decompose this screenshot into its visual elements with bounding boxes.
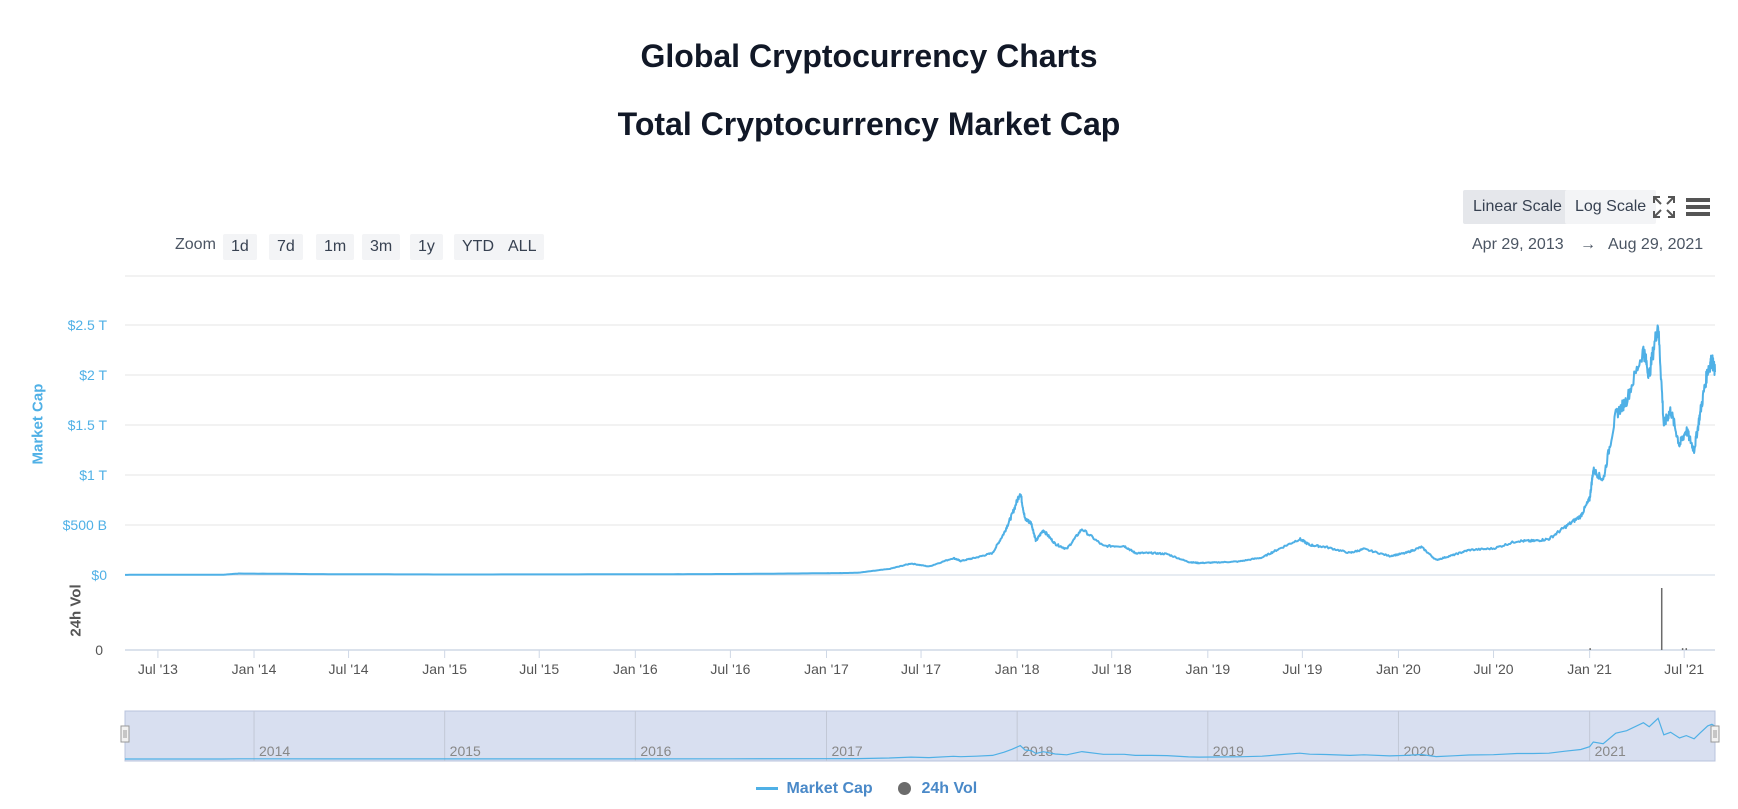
page-title: Global Cryptocurrency Charts: [640, 38, 1098, 74]
market-cap-series-line: [124, 324, 1716, 576]
chart-title: Total Cryptocurrency Market Cap: [617, 106, 1121, 142]
x-tick-label: Jan '16: [613, 661, 658, 677]
volume-bar: [1589, 648, 1591, 650]
zoom-3m-button[interactable]: 3m: [362, 234, 401, 260]
x-tick-label: Jul '21: [1664, 661, 1704, 677]
x-tick-label: Jul '15: [519, 661, 559, 677]
range-from[interactable]: Apr 29, 2013: [1472, 236, 1564, 253]
x-tick-label: Jul '17: [901, 661, 941, 677]
y-tick-label: $1 T: [79, 467, 107, 483]
legend-item-24h-vol[interactable]: 24h Vol: [898, 780, 977, 798]
zoom-ytd-button[interactable]: YTD: [454, 234, 502, 260]
range-arrow: →: [1580, 236, 1596, 253]
hamburger-menu-icon[interactable]: [1684, 192, 1712, 222]
navigator-year-label: 2019: [1213, 743, 1244, 759]
navigator-year-label: 2014: [259, 743, 290, 759]
navigator-handle[interactable]: [120, 725, 130, 743]
x-tick-label: Jan '17: [804, 661, 849, 677]
volume-bar: [1685, 648, 1688, 650]
navigator-year-label: 2018: [1022, 743, 1053, 759]
range-to[interactable]: Aug 29, 2021: [1608, 236, 1704, 253]
navigator-year-label: 2017: [832, 743, 863, 759]
legend-item-market-cap[interactable]: Market Cap: [756, 780, 873, 798]
x-tick-label: Jul '19: [1282, 661, 1322, 677]
zoom-7d-button[interactable]: 7d: [269, 234, 303, 260]
y-tick-label: $2 T: [79, 367, 107, 383]
zoom-1d-button[interactable]: 1d: [223, 234, 257, 260]
x-tick-label: Jan '14: [232, 661, 277, 677]
log-scale-button[interactable]: Log Scale: [1565, 190, 1657, 224]
y-tick-label: $500 B: [63, 517, 107, 533]
zoom-1y-button[interactable]: 1y: [410, 234, 443, 260]
fullscreen-icon[interactable]: [1650, 192, 1678, 222]
market-cap-axis-title: Market Cap: [29, 383, 47, 465]
navigator-year-label: 2021: [1595, 743, 1626, 759]
volume-bar: [1660, 588, 1663, 650]
x-tick-label: Jan '21: [1567, 661, 1612, 677]
navigator-series-line: [125, 717, 1716, 760]
x-tick-label: Jul '14: [329, 661, 369, 677]
legend-market-cap-swatch: [756, 787, 778, 791]
zoom-1m-button[interactable]: 1m: [316, 234, 355, 260]
zoom-all-button[interactable]: ALL: [500, 234, 545, 260]
volume-tick-label: 0: [95, 642, 103, 658]
x-tick-label: Jan '19: [1185, 661, 1230, 677]
x-tick-label: Jan '18: [995, 661, 1040, 677]
navigator-year-label: 2015: [450, 743, 481, 759]
y-tick-label: $1.5 T: [68, 417, 108, 433]
navigator-year-label: 2016: [640, 743, 671, 759]
volume-axis-title: 24h Vol: [67, 584, 85, 637]
x-tick-label: Jul '20: [1474, 661, 1514, 677]
x-tick-label: Jan '15: [422, 661, 467, 677]
y-tick-label: $0: [91, 567, 107, 583]
zoom-label: Zoom: [175, 236, 216, 253]
volume-bar: [1681, 648, 1684, 650]
legend-market-cap-label: Market Cap: [786, 780, 873, 797]
legend-24h-vol-swatch: [898, 782, 911, 796]
navigator-year-label: 2020: [1403, 743, 1434, 759]
x-tick-label: Jul '18: [1092, 661, 1132, 677]
y-tick-label: $2.5 T: [68, 317, 108, 333]
x-tick-label: Jan '20: [1376, 661, 1421, 677]
navigator-handle[interactable]: [1710, 725, 1720, 743]
legend-24h-vol-label: 24h Vol: [921, 780, 978, 797]
x-tick-label: Jul '16: [710, 661, 750, 677]
navigator-range: [124, 710, 1716, 762]
linear-scale-button[interactable]: Linear Scale: [1463, 190, 1572, 224]
x-tick-label: Jul '13: [138, 661, 178, 677]
